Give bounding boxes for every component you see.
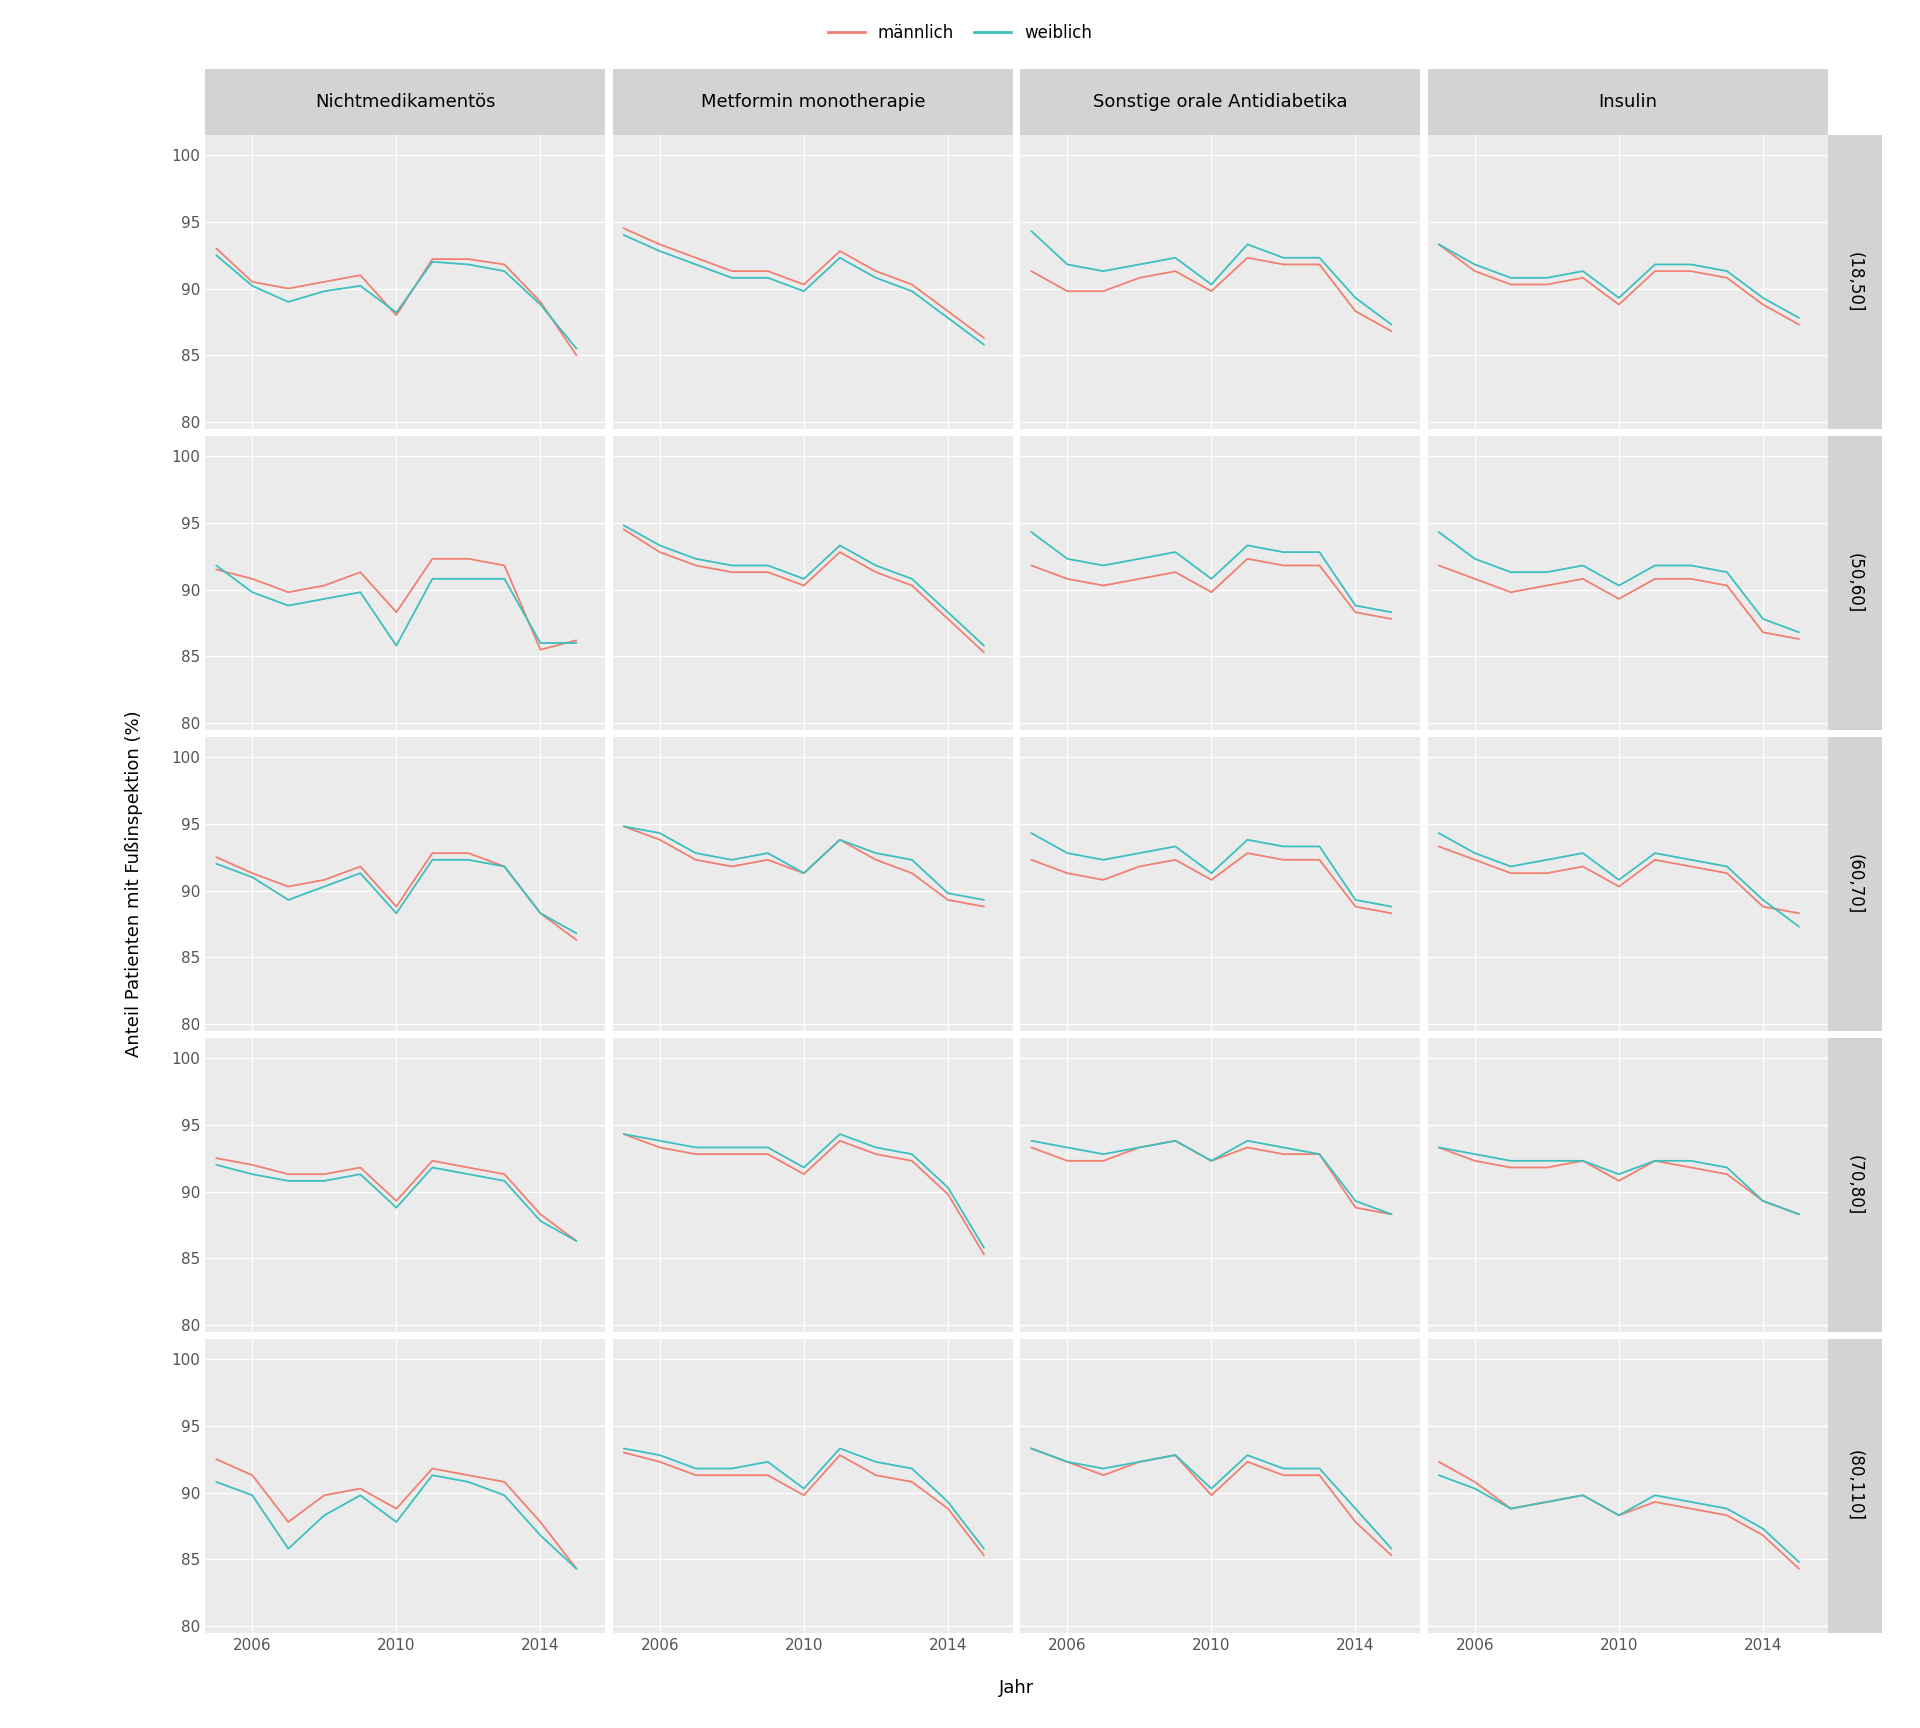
Text: Metformin monotherapie: Metformin monotherapie <box>701 93 925 111</box>
Legend: männlich, weiblich: männlich, weiblich <box>822 17 1098 48</box>
Text: (60,70]: (60,70] <box>1845 854 1864 914</box>
Text: (70,80]: (70,80] <box>1845 1154 1864 1215</box>
Text: (80,110]: (80,110] <box>1845 1450 1864 1521</box>
Text: Sonstige orale Antidiabetika: Sonstige orale Antidiabetika <box>1092 93 1348 111</box>
Text: Nichtmedikamentös: Nichtmedikamentös <box>315 93 495 111</box>
Text: (50,60]: (50,60] <box>1845 553 1864 613</box>
Text: Insulin: Insulin <box>1599 93 1657 111</box>
Text: Jahr: Jahr <box>998 1680 1035 1697</box>
Text: (18,50]: (18,50] <box>1845 252 1864 313</box>
Text: Anteil Patienten mit Fußinspektion (%): Anteil Patienten mit Fußinspektion (%) <box>125 710 144 1058</box>
